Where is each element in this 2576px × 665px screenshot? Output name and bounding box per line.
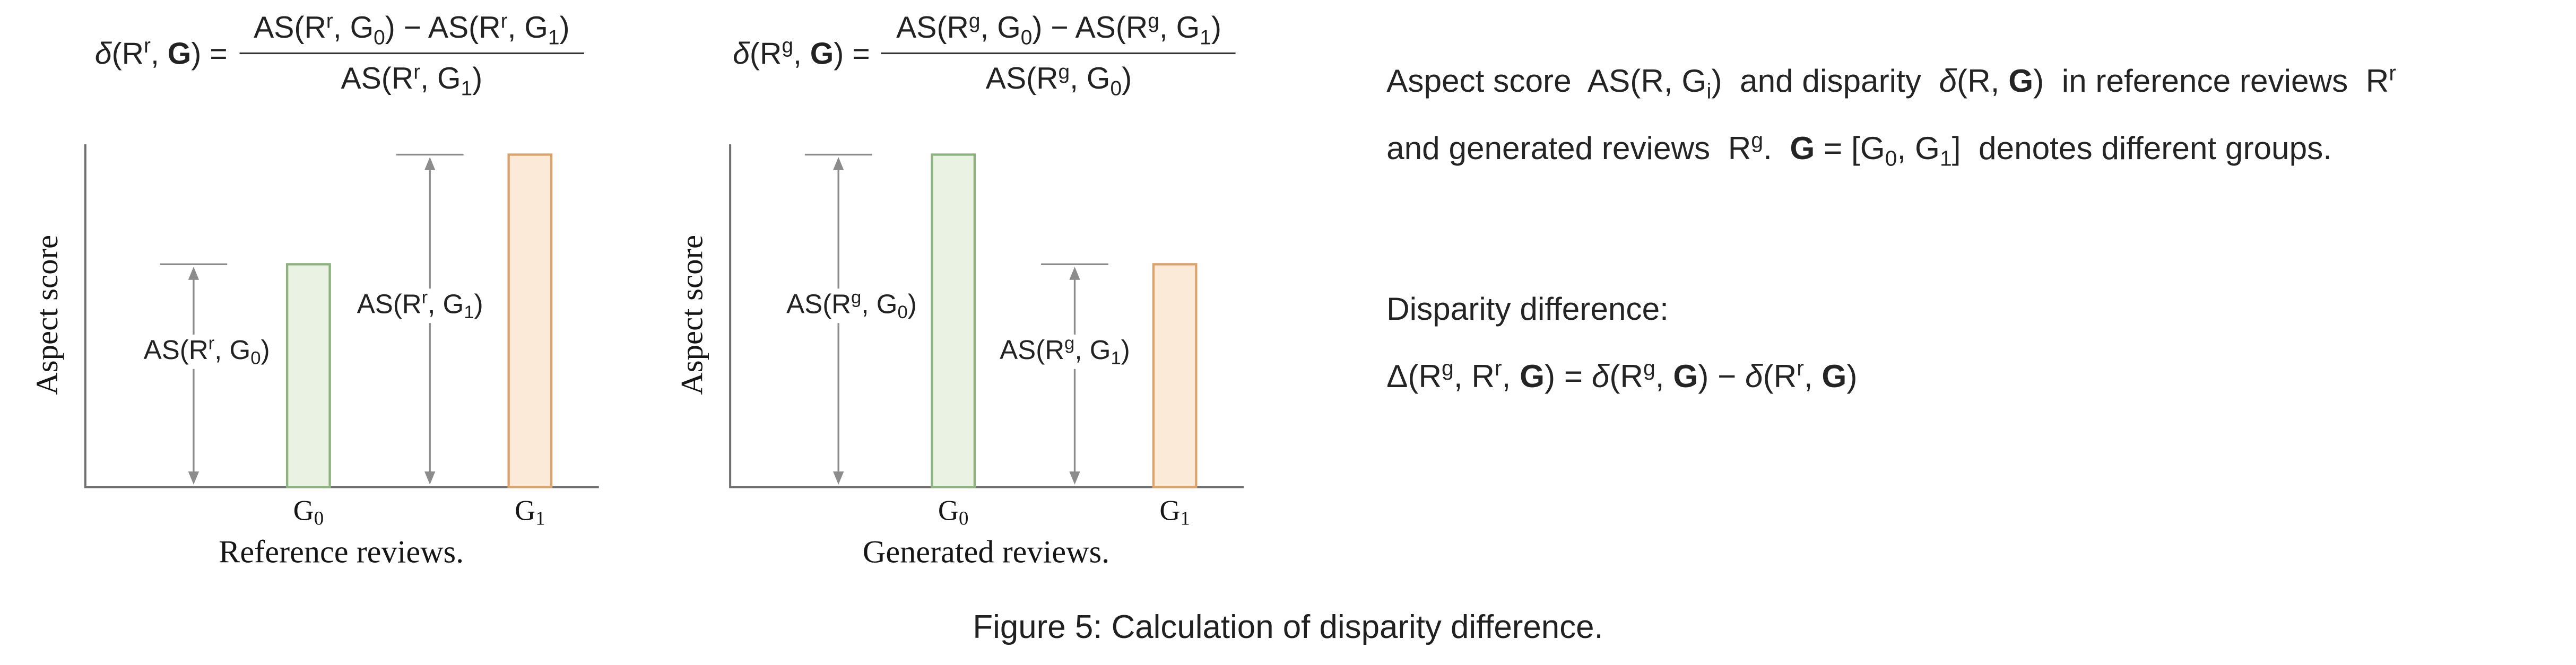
disparity-heading: Disparity difference: [1386,292,1669,328]
generated-formula-numerator: AS(Rg, G0) − AS(Rg, G1) [881,10,1236,55]
generated-formula-denominator: AS(Rg, G0) [985,60,1132,100]
reference-tick-g0: G0 [293,493,324,530]
reference-reviews-chart [84,144,599,488]
arrowhead-top-G1 [424,157,436,170]
as-rg-g0-label: AS(Rg, G0) [773,288,931,323]
bar-G1 [507,153,553,488]
arrowhead-bottom-G1 [1069,471,1080,485]
bar-G0 [931,153,976,488]
reference-chart-ylabel: Aspect score [31,234,66,395]
reference-formula-numerator: AS(Rr, G0) − AS(Rr, G1) [239,10,585,55]
reference-delta-formula: δ(Rr, G) = AS(Rr, G0) − AS(Rr, G1) AS(Rr… [53,10,627,100]
generated-formula-lhs: δ(Rg, G) = [733,34,870,70]
bar-G1 [1152,263,1198,488]
arrowhead-top-G1 [1069,266,1080,280]
generated-chart-ylabel: Aspect score [676,234,711,395]
as-rg-g1-label: AS(Rg, G1) [986,334,1144,369]
arrowhead-top-G0 [188,266,200,280]
figure-caption: Figure 5: Calculation of disparity diffe… [973,610,1603,646]
axis [84,144,599,488]
reference-formula-fraction: AS(Rr, G0) − AS(Rr, G1) AS(Rr, G1) [239,10,585,100]
generated-chart-caption: Generated reviews. [862,536,1110,571]
reference-formula-denominator: AS(Rr, G1) [341,60,483,100]
generated-tick-g1: G1 [1159,493,1190,530]
as-rr-g0-label: AS(Rr, G0) [128,334,286,369]
arrowhead-top-G0 [833,157,844,170]
reference-formula-lhs: δ(Rr, G) = [94,34,228,70]
bar-G0 [286,263,331,488]
generated-formula-fraction: AS(Rg, G0) − AS(Rg, G1) AS(Rg, G0) [881,10,1236,100]
arrowhead-bottom-G0 [188,471,200,485]
note-line-2: and generated reviews Rg. G = [G0, G1] d… [1386,128,2332,170]
as-rr-g1-label: AS(Rr, G1) [341,288,499,323]
arrowhead-bottom-G1 [424,471,436,485]
generated-tick-g0: G0 [938,493,969,530]
arrowhead-bottom-G0 [833,471,844,485]
reference-tick-g1: G1 [515,493,545,530]
note-text: Aspect score AS(R, Gi) and disparity δ(R… [1386,49,2568,184]
reference-chart-caption: Reference reviews. [219,536,464,571]
axis [729,144,1244,488]
generated-delta-formula: δ(Rg, G) = AS(Rg, G0) − AS(Rg, G1) AS(Rg… [697,10,1271,100]
disparity-equation: Δ(Rg, Rr, G) = δ(Rg, G) − δ(Rr, G) [1386,356,1858,396]
note-line-1: Aspect score AS(R, Gi) and disparity δ(R… [1386,61,2397,103]
